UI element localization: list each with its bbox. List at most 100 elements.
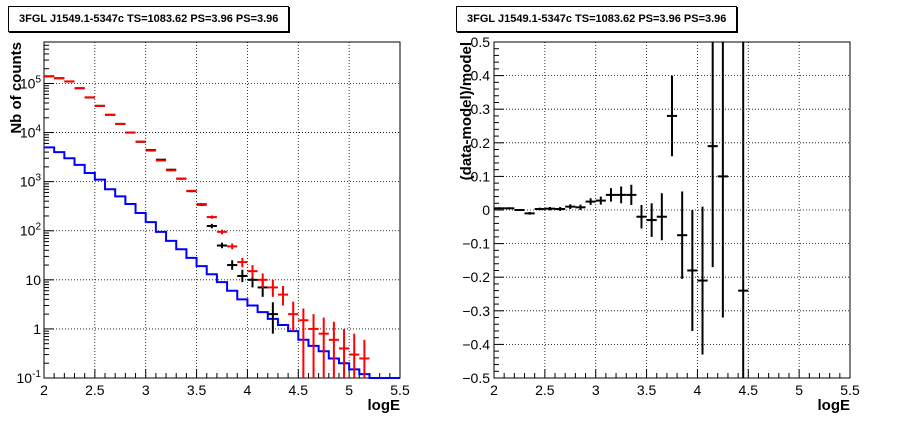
left-xtick-label: 2.5 — [85, 382, 105, 398]
right-residual-point — [544, 206, 556, 211]
left-red-point — [247, 265, 258, 278]
right-residual-point — [656, 193, 667, 241]
left-red-point — [206, 215, 217, 219]
left-red-point — [359, 339, 370, 378]
left-red-point — [257, 273, 268, 289]
right-residual-point — [504, 207, 515, 210]
left-red-point — [176, 177, 187, 180]
right-ytick-label: 0.4 — [471, 68, 491, 84]
left-xtick-label: 4.5 — [289, 382, 309, 398]
left-ylabel: Nb of counts — [8, 42, 25, 134]
left-ytick-label: 102 — [20, 222, 42, 239]
right-xtick-label: 2.5 — [535, 382, 555, 398]
left-red-point — [115, 122, 126, 125]
left-ytick-label: 105 — [20, 74, 42, 91]
right-ytick-label: 0.1 — [471, 168, 491, 184]
left-black-point — [237, 269, 248, 283]
left-xtick-label: 3.5 — [187, 382, 207, 398]
right-ytick-label: −0.4 — [462, 336, 490, 352]
right-ytick-label: −0.3 — [462, 303, 490, 319]
left-red-point — [145, 149, 156, 152]
right-xtick-label: 3 — [592, 382, 600, 398]
right-residual-point — [707, 42, 718, 268]
right-residual-point — [738, 42, 749, 378]
left-plot-frame — [43, 41, 401, 379]
left-xtick-label: 3 — [142, 382, 150, 398]
right-residual-point — [605, 188, 617, 202]
right-xtick-label: 3.5 — [637, 382, 657, 398]
left-red-point — [105, 113, 116, 116]
left-red-point — [166, 169, 177, 172]
left-red-point — [318, 317, 329, 378]
left-red-point — [84, 96, 95, 99]
left-red-point — [227, 243, 238, 250]
left-red-point — [267, 279, 278, 297]
left-red-point — [237, 257, 248, 268]
left-red-point — [155, 159, 167, 162]
right-residual-point — [697, 206, 708, 355]
right-residual-point — [585, 198, 596, 205]
left-black-point — [267, 302, 278, 334]
right-residual-point — [687, 210, 698, 331]
left-red-point — [338, 328, 350, 378]
left-ytick-label: 10-1 — [17, 369, 42, 386]
right-xlabel: logE — [818, 397, 851, 414]
right-ytick-label: −0.5 — [462, 370, 490, 386]
right-residual-point — [595, 196, 606, 205]
right-residual-point — [534, 207, 545, 211]
left-ytick-label: 103 — [20, 173, 42, 190]
right-ytick-label: 0.2 — [471, 135, 491, 151]
right-residual-point — [514, 208, 525, 212]
left-red-point — [308, 314, 319, 378]
left-xtick-label: 4 — [244, 382, 252, 398]
right-xtick-label: 5 — [795, 382, 803, 398]
left-red-point — [298, 308, 309, 378]
right-residual-point — [646, 203, 657, 237]
left-ytick-label: 10 — [25, 272, 41, 288]
left-xtick-label: 5 — [345, 382, 353, 398]
right-xtick-label: 4.5 — [739, 382, 759, 398]
right-residual-point — [616, 186, 627, 204]
right-residual-point — [494, 207, 505, 210]
right-residual-point — [524, 212, 535, 215]
left-black-point — [206, 223, 217, 229]
right-ytick-label: 0 — [482, 202, 490, 218]
left-red-point — [125, 131, 136, 134]
left-red-point — [186, 189, 197, 192]
right-residual-point — [565, 204, 576, 209]
left-red-point — [74, 87, 85, 90]
right-ylabel: (data-model)/model — [458, 42, 475, 180]
left-ytick-label: 104 — [20, 124, 42, 141]
left-chart-title: 3FGL J1549.1-5347c TS=1083.62 PS=3.96 PS… — [8, 6, 290, 32]
right-residual-point — [677, 191, 688, 279]
right-xtick-label: 4 — [694, 382, 702, 398]
left-red-point — [94, 104, 106, 107]
left-red-point — [196, 202, 207, 206]
right-ytick-label: 0.3 — [471, 101, 491, 117]
left-ytick-label: 1 — [33, 321, 41, 337]
right-residual-point — [636, 204, 647, 229]
right-residual-point — [717, 42, 728, 318]
right-residual-point — [575, 204, 586, 210]
left-red-point — [135, 140, 146, 143]
left-xlabel: logE — [368, 397, 401, 414]
left-black-point — [227, 260, 238, 270]
right-ytick-label: −0.1 — [462, 236, 490, 252]
right-ytick-label: −0.2 — [462, 269, 490, 285]
right-xtick-label: 2 — [490, 382, 498, 398]
left-red-point — [216, 229, 228, 235]
right-residual-point — [626, 184, 637, 205]
left-red-point — [349, 333, 360, 378]
left-red-point — [277, 285, 289, 306]
right-chart-title: 3FGL J1549.1-5347c TS=1083.62 PS=3.96 PS… — [456, 6, 738, 32]
left-black-point — [216, 242, 228, 249]
right-residual-point — [666, 75, 678, 157]
left-xtick-label: 2 — [40, 382, 48, 398]
left-red-point — [328, 321, 339, 378]
left-blue-histogram — [44, 146, 400, 379]
left-red-point — [288, 301, 299, 332]
right-residual-point — [555, 206, 566, 212]
right-ytick-label: 0.5 — [471, 34, 491, 50]
left-xtick-label: 5.5 — [390, 382, 410, 398]
